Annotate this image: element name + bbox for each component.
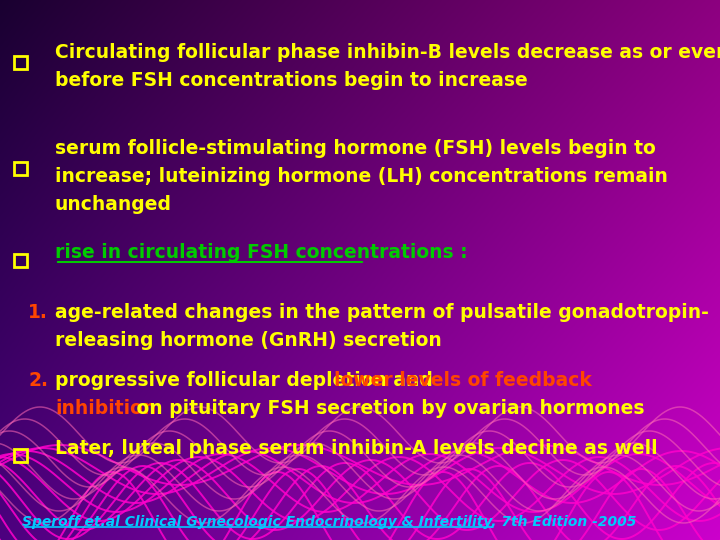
Text: 1.: 1. [28,302,48,321]
Text: on pituitary FSH secretion by ovarian hormones: on pituitary FSH secretion by ovarian ho… [130,399,645,417]
Text: increase; luteinizing hormone (LH) concentrations remain: increase; luteinizing hormone (LH) conce… [55,166,668,186]
Text: releasing hormone (GnRH) secretion: releasing hormone (GnRH) secretion [55,330,442,349]
Text: progressive follicular depletion and: progressive follicular depletion and [55,370,439,389]
Text: 2.: 2. [28,370,48,389]
Text: Circulating follicular phase inhibin-B levels decrease as or even: Circulating follicular phase inhibin-B l… [55,43,720,62]
Text: rise in circulating FSH concentrations :: rise in circulating FSH concentrations : [55,244,467,262]
Text: lower levels of feedback: lower levels of feedback [334,370,593,389]
Text: age-related changes in the pattern of pulsatile gonadotropin-: age-related changes in the pattern of pu… [55,302,709,321]
Text: serum follicle-stimulating hormone (FSH) levels begin to: serum follicle-stimulating hormone (FSH)… [55,138,656,158]
Text: unchanged: unchanged [55,194,172,213]
Text: Later, luteal phase serum inhibin-A levels decline as well: Later, luteal phase serum inhibin-A leve… [55,438,657,457]
Text: before FSH concentrations begin to increase: before FSH concentrations begin to incre… [55,71,528,90]
Text: inhibition: inhibition [55,399,156,417]
Text: Speroff et.al Clinical Gynecologic Endocrinology & Infertility, 7th Edition -200: Speroff et.al Clinical Gynecologic Endoc… [22,515,636,529]
